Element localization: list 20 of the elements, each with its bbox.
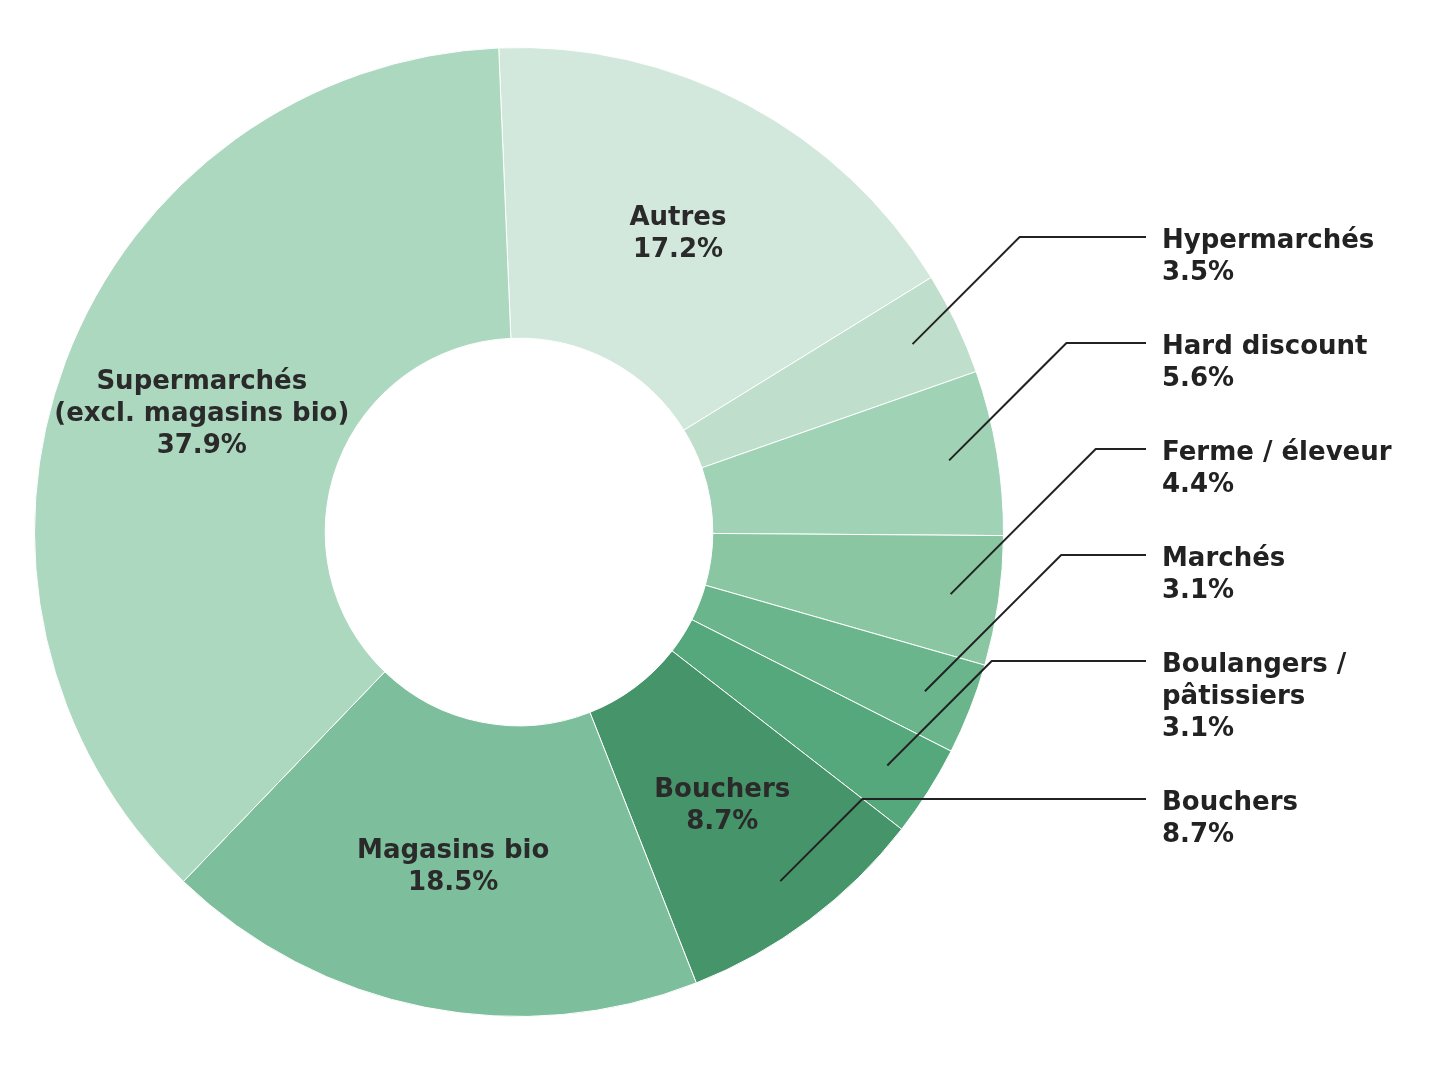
data-label: 3.1%	[1162, 712, 1235, 742]
data-label: 3.1%	[1162, 574, 1235, 604]
data-label: 8.7%	[686, 804, 759, 835]
data-label: 37.9%	[156, 429, 247, 460]
slice-label: Bouchers	[1162, 786, 1299, 816]
data-label: 3.5%	[1162, 256, 1235, 286]
slice-label: Autres	[629, 201, 727, 232]
slice-label: Bouchers	[654, 772, 791, 803]
text: 8.7%	[1162, 818, 1235, 848]
data-label: 4.4%	[1162, 468, 1235, 498]
slice-label: Ferme / éleveur	[1162, 436, 1392, 466]
slice-label: Hard discount	[1162, 330, 1368, 360]
data-label: 18.5%	[408, 865, 499, 896]
slice-label: Boulangers / pâtissiers	[1162, 648, 1347, 710]
slice-label: Magasins bio	[357, 833, 550, 864]
data-label: 17.2%	[632, 233, 724, 264]
slice-label: Marchés	[1162, 542, 1286, 572]
data-label: 5.6%	[1162, 362, 1235, 392]
slice-label: Hypermarchés	[1162, 224, 1375, 254]
slice-label: Supermarchés (excl. magasins bio)	[54, 365, 350, 428]
